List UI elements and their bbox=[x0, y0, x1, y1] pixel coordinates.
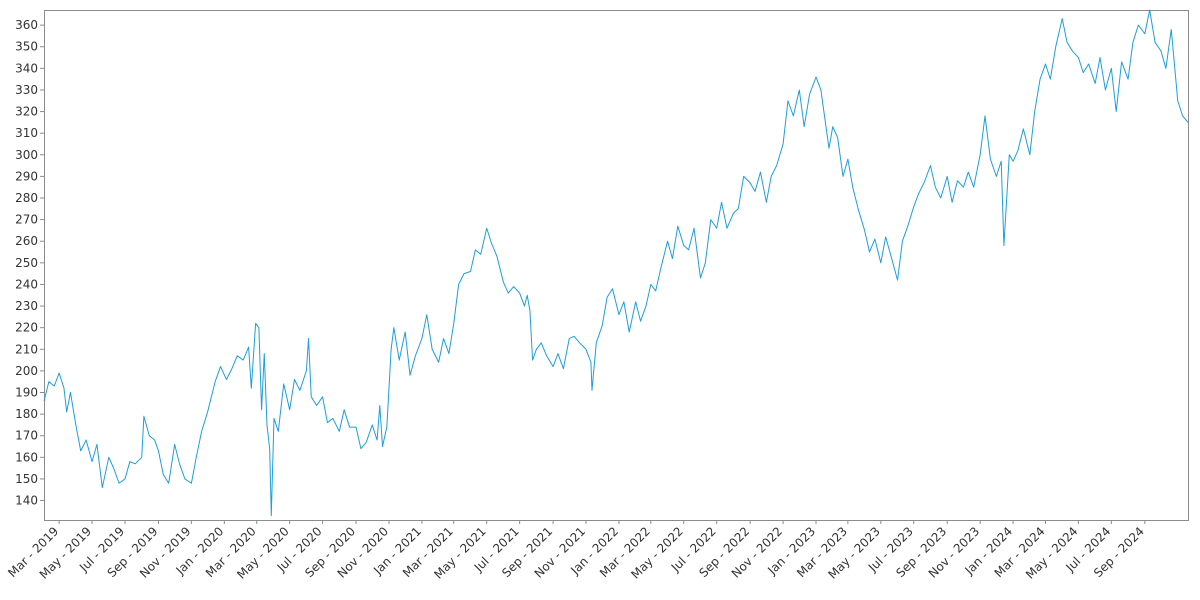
y-tick-label: 190 bbox=[15, 386, 38, 400]
y-tick-label: 330 bbox=[15, 83, 38, 97]
y-tick-label: 250 bbox=[15, 256, 38, 270]
y-tick-label: 140 bbox=[15, 494, 38, 508]
y-tick-label: 240 bbox=[15, 277, 38, 291]
y-tick-label: 270 bbox=[15, 213, 38, 227]
series-layer bbox=[43, 9, 1189, 517]
y-tick-label: 300 bbox=[15, 148, 38, 162]
y-tick-label: 150 bbox=[15, 472, 38, 486]
plot-frame bbox=[44, 10, 1189, 521]
y-axis: 140 150 160 170 180 190 200 210 220 230 240 250 260 2… bbox=[15, 18, 44, 508]
y-tick-label: 320 bbox=[15, 105, 38, 119]
y-tick-label: 280 bbox=[15, 191, 38, 205]
y-tick-label: 340 bbox=[15, 61, 38, 75]
y-tick-label: 200 bbox=[15, 364, 38, 378]
y-tick-label: 290 bbox=[15, 169, 38, 183]
y-tick-label: 230 bbox=[15, 299, 38, 313]
y-tick-label: 220 bbox=[15, 321, 38, 335]
y-tick-label: 350 bbox=[15, 40, 38, 54]
y-tick-label: 360 bbox=[15, 18, 38, 32]
y-tick-label: 260 bbox=[15, 234, 38, 248]
y-tick-label: 310 bbox=[15, 126, 38, 140]
y-tick-label: 180 bbox=[15, 407, 38, 421]
y-tick-label: 160 bbox=[15, 450, 38, 464]
y-tick-label: 170 bbox=[15, 429, 38, 443]
y-tick-label: 210 bbox=[15, 342, 38, 356]
series-line-0 bbox=[43, 9, 1189, 517]
